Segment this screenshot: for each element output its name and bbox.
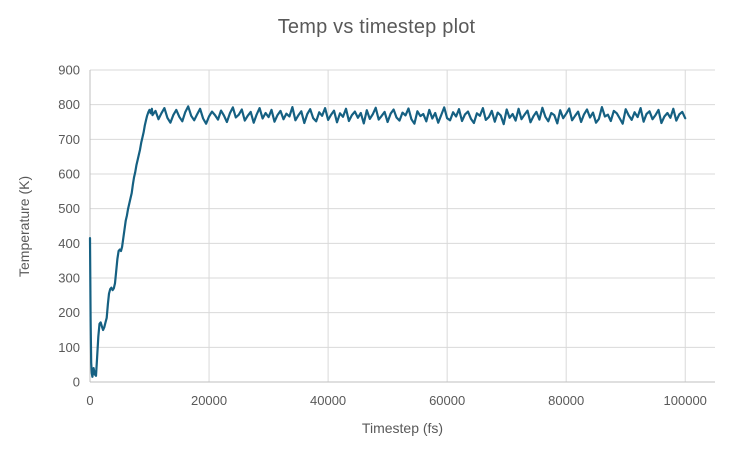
y-tick-label: 300 (58, 271, 80, 286)
y-tick-label: 900 (58, 63, 80, 78)
x-tick-label: 20000 (191, 393, 227, 408)
y-tick-label: 0 (73, 375, 80, 390)
y-tick-label: 400 (58, 236, 80, 251)
y-tick-label: 500 (58, 201, 80, 216)
temperature-line (88, 105, 687, 378)
x-tick-label: 100000 (664, 393, 707, 408)
x-tick-label: 0 (86, 393, 93, 408)
x-tick-label: 60000 (429, 393, 465, 408)
x-axis-title: Timestep (fs) (361, 420, 444, 436)
x-tick-label: 80000 (548, 393, 584, 408)
x-tick-label: 40000 (310, 393, 346, 408)
y-tick-label: 600 (58, 167, 80, 182)
y-tick-label: 700 (58, 132, 80, 147)
y-tick-label: 200 (58, 305, 80, 320)
chart-title: Temp vs timestep plot (277, 16, 476, 38)
y-tick-label: 100 (58, 340, 80, 355)
y-tick-label: 800 (58, 97, 80, 112)
